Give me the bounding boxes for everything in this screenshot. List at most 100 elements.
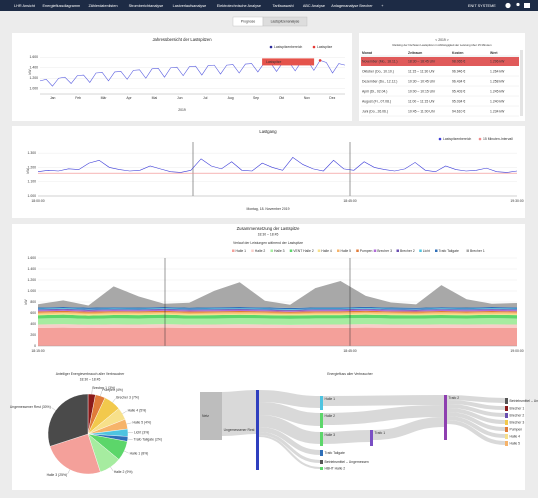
sankey-label: HBHT Halle 2 [325, 466, 346, 470]
sankey-node[interactable] [505, 434, 508, 439]
legend-swatch[interactable] [467, 250, 470, 253]
y-tick-label: 0 [34, 344, 36, 348]
menu-icon[interactable] [524, 3, 530, 8]
tooltip-text: Lastspitze [266, 60, 281, 64]
x-tick-label: Feb [75, 96, 81, 100]
sankey-node[interactable] [320, 460, 323, 464]
toggle-label: Lastspitzenanalyse [271, 20, 300, 24]
legend-swatch[interactable] [374, 250, 377, 253]
x-tick-label: 18:15:00 [31, 349, 44, 353]
nav-tab[interactable]: Stromberichtanalyse [129, 4, 164, 8]
slice-label: Trafo Tailgate (2%) [134, 438, 162, 442]
legend-swatch[interactable] [271, 250, 274, 253]
nav-tab[interactable]: Elektrotechnische Analyse [217, 4, 261, 8]
x-tick-label: Okt [279, 96, 284, 100]
sankey-label: Trafo 2 [449, 396, 460, 400]
sankey-node[interactable] [444, 395, 447, 440]
chart-title: Energiefluss aller Verbraucher [327, 372, 373, 376]
table-cell: 1.258 kW [490, 79, 505, 83]
table-header[interactable]: Zeitraum [408, 51, 422, 55]
y-tick-label: 1.200 [30, 76, 39, 80]
table-cell: 96.434 € [452, 79, 465, 83]
legend-label[interactable]: Trafo Tailgate [439, 249, 459, 253]
legend-swatch[interactable] [419, 250, 422, 253]
sankey-node[interactable] [505, 427, 508, 432]
legend-label[interactable]: VENT Halle 2 [293, 249, 314, 253]
sankey-node[interactable] [505, 406, 508, 411]
y-tick-label: 200 [30, 333, 36, 337]
table-cell: 1.234 kW [490, 109, 505, 113]
sankey-node[interactable] [320, 396, 323, 410]
sankey-label: Halle 2 [325, 414, 336, 418]
chart-title: Zusammensetzung der Lastspitze [237, 226, 301, 231]
settings-icon[interactable] [505, 3, 510, 8]
nav-tab[interactable]: ABC Analyse [303, 4, 325, 8]
table-header[interactable]: Monat [362, 51, 373, 55]
x-tick-label: Jul [203, 96, 208, 100]
peak-marker [319, 59, 322, 62]
slice-label: Halle 5 (4%) [133, 420, 152, 424]
nav-tab[interactable]: Anlagenanalyse Brecher [331, 4, 373, 8]
table-header[interactable]: Kosten [452, 51, 464, 55]
nav-tab[interactable]: Lastverlaufsanalyse [173, 4, 207, 8]
legend-swatch[interactable] [337, 250, 340, 253]
scrollbar[interactable] [520, 50, 523, 116]
sankey-label: Brecher 1 [510, 406, 525, 410]
nav-tab[interactable]: LHR Ansicht [14, 4, 36, 8]
legend-label[interactable]: Brecher 1 [470, 249, 485, 253]
nav-tab[interactable]: Tarifauswahl [272, 4, 293, 8]
x-tick-label: Apr [126, 96, 132, 100]
sankey-node[interactable] [256, 390, 259, 470]
chart-title: Jahresübersicht der Lastspitzen [152, 37, 212, 42]
sankey-node[interactable] [320, 450, 323, 456]
legend-label[interactable]: Halle 1 [236, 249, 247, 253]
table-cell: Juni (Do., 26.06.) [362, 109, 388, 113]
nav-tab[interactable]: Energieflussdiagramm [42, 4, 80, 8]
legend-label[interactable]: Halle 5 [341, 249, 352, 253]
legend-swatch[interactable] [232, 250, 235, 253]
sankey-node[interactable] [320, 467, 323, 470]
sankey-node[interactable] [505, 441, 508, 446]
x-tick-label: Mai [152, 96, 158, 100]
sankey-link [323, 400, 444, 401]
stacked-area [38, 318, 517, 325]
legend-swatch[interactable] [356, 250, 359, 253]
nav-tab[interactable]: Zählerdatenlisten [88, 4, 117, 8]
table-cell: 94.610 € [452, 109, 465, 113]
table-cell: 1.296 kW [490, 59, 505, 63]
x-tick-label: Dez [329, 96, 335, 100]
y-tick-label: 1.100 [28, 180, 37, 184]
sankey-label: Betriebsmittel – Ungemessen [325, 460, 369, 464]
user-icon[interactable] [516, 3, 519, 6]
sankey-node[interactable] [505, 413, 508, 418]
sankey-node[interactable] [505, 420, 508, 425]
legend-swatch[interactable] [435, 250, 438, 253]
legend-label[interactable]: Halle 3 [274, 249, 285, 253]
legend-label[interactable]: Brecher 3 [377, 249, 392, 253]
sankey-node[interactable] [320, 432, 323, 446]
sankey-node[interactable] [505, 398, 508, 404]
year-selector[interactable]: < 2019 > [435, 38, 448, 42]
legend-label[interactable]: Halle 2 [255, 249, 266, 253]
legend-swatch[interactable] [251, 250, 254, 253]
x-tick-label: 18:45:00 [343, 199, 356, 203]
y-axis-title: kW [24, 299, 28, 305]
y-tick-label: 1.600 [30, 55, 39, 59]
legend-swatch[interactable] [397, 250, 400, 253]
sankey-label: Brecher 2 [510, 413, 525, 417]
legend-marker [270, 46, 273, 49]
legend-label[interactable]: Halle 4 [321, 249, 332, 253]
sankey-node[interactable] [370, 430, 373, 446]
legend-swatch[interactable] [290, 250, 293, 253]
legend-label: Lastspitze [317, 45, 332, 49]
table-header[interactable]: Wert [490, 51, 498, 55]
legend-label[interactable]: Brecher 2 [400, 249, 415, 253]
legend-label[interactable]: Licht [423, 249, 430, 253]
table-cell: Oktober (Do., 10.10.) [362, 69, 394, 73]
legend-label[interactable]: Pumpen [360, 249, 373, 253]
logo: ENIT SYSTEME [468, 4, 496, 8]
legend-marker [439, 138, 442, 141]
stacked-area [38, 324, 517, 328]
legend-swatch[interactable] [318, 250, 321, 253]
sankey-node[interactable] [320, 413, 323, 428]
